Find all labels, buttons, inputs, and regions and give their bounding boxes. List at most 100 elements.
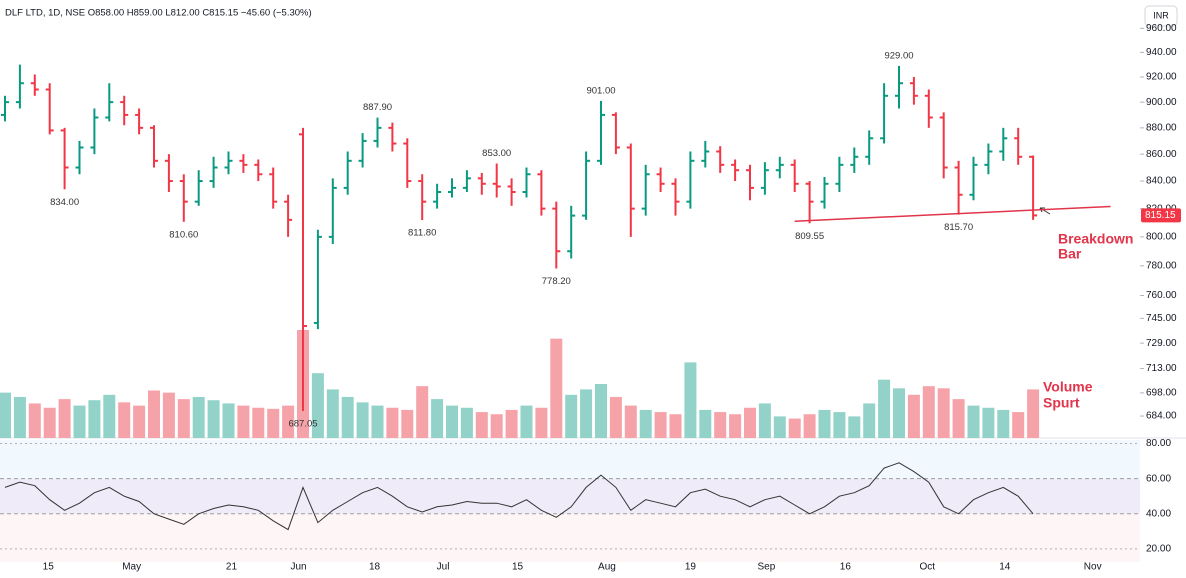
- volume-bar: [758, 403, 771, 438]
- trendline: [794, 205, 1111, 222]
- volume-bar: [356, 402, 369, 438]
- volume-bar: [699, 409, 712, 438]
- x-tick-label: 18: [369, 562, 381, 573]
- rsi-line: [4, 462, 1034, 531]
- volume-bar: [609, 396, 622, 438]
- volume-callout: Volume: [1043, 379, 1093, 395]
- price-annotation: 834.00: [50, 197, 79, 208]
- price-annotation: 778.20: [542, 276, 571, 287]
- price-annotation: 811.80: [408, 228, 436, 239]
- rsi-lower-zone: [0, 513, 1140, 562]
- x-tick-label: 14: [999, 562, 1011, 573]
- price-annotation: 887.90: [363, 102, 392, 113]
- y-tick-label: 880.00: [1146, 122, 1177, 133]
- price-annotation: 929.00: [884, 50, 913, 61]
- volume-bar: [460, 407, 473, 438]
- price-annotation: 809.55: [795, 231, 824, 242]
- volume-bar: [803, 414, 816, 438]
- x-tick-label: 15: [43, 562, 55, 573]
- volume-bar: [401, 409, 414, 438]
- volume-bar: [28, 403, 41, 438]
- volume-bar: [684, 362, 697, 438]
- price-annotation: 815.70: [944, 222, 973, 233]
- price-annotation: 810.60: [169, 229, 198, 240]
- volume-bar: [505, 409, 518, 438]
- volume-bar: [520, 405, 533, 438]
- volume-bar: [148, 390, 160, 438]
- y-tick-label: 745.00: [1146, 313, 1177, 324]
- x-tick-label: Oct: [920, 562, 936, 573]
- volume-bar: [13, 396, 26, 438]
- volume-bar: [580, 389, 593, 438]
- volume-bar: [341, 396, 354, 438]
- y-tick-label: 684.00: [1146, 411, 1177, 422]
- y-tick-label: 900.00: [1146, 97, 1177, 108]
- x-tick-label: Aug: [598, 562, 616, 573]
- currency-button[interactable]: [1144, 5, 1178, 27]
- rsi-tick-label: 80.00: [1146, 438, 1171, 449]
- volume-bar: [222, 403, 235, 438]
- volume-bar: [654, 412, 667, 438]
- volume-callout: Spurt: [1043, 395, 1080, 411]
- x-tick-label: Jun: [290, 562, 306, 573]
- y-tick-label: 920.00: [1146, 72, 1177, 83]
- volume-bar: [282, 405, 295, 438]
- volume-bar: [207, 400, 220, 438]
- volume-bar: [162, 392, 175, 438]
- breakdown-callout: Bar: [1058, 246, 1082, 262]
- price-annotation: 687.05: [288, 418, 317, 429]
- x-tick-label: 21: [226, 562, 238, 573]
- rsi-upper-zone: [0, 440, 1140, 479]
- x-tick-label: Nov: [1084, 562, 1102, 573]
- volume-bar: [624, 405, 637, 438]
- y-tick-label: 940.00: [1146, 47, 1177, 58]
- volume-bar: [88, 400, 101, 438]
- x-tick-label: Jul: [437, 562, 450, 573]
- volume-bar: [133, 405, 146, 438]
- last-price-label: 815.15: [1145, 210, 1176, 221]
- x-tick-label: 19: [685, 562, 697, 573]
- price-annotation: 853.00: [482, 148, 511, 159]
- volume-bar: [58, 399, 71, 438]
- volume-bar: [952, 399, 965, 438]
- volume-bar: [118, 402, 131, 438]
- volume-bar: [788, 418, 801, 438]
- volume-bar: [863, 403, 876, 438]
- volume-bar: [893, 388, 905, 438]
- volume-bar: [565, 394, 578, 438]
- volume-bar: [669, 414, 682, 438]
- volume-bar: [371, 405, 384, 438]
- y-tick-label: 860.00: [1146, 149, 1177, 160]
- volume-bar: [431, 399, 444, 438]
- volume-bar: [177, 399, 190, 438]
- volume-bar: [192, 396, 205, 438]
- rsi-band: [0, 478, 1140, 514]
- x-tick-label: 15: [512, 562, 524, 573]
- volume-bar: [237, 405, 250, 438]
- currency-label[interactable]: INR: [1153, 10, 1169, 20]
- volume-bar: [714, 412, 727, 438]
- x-tick-label: 16: [840, 562, 852, 573]
- breakdown-callout: Breakdown: [1058, 231, 1133, 247]
- volume-bar: [73, 405, 86, 438]
- rsi-tick-label: 40.00: [1146, 508, 1171, 519]
- chart-title: DLF LTD, 1D, NSE O858.00 H859.00 L812.00…: [5, 8, 312, 19]
- volume-bar: [43, 407, 56, 438]
- volume-bar: [907, 394, 920, 438]
- y-tick-label: 800.00: [1146, 232, 1177, 243]
- volume-bar: [311, 373, 324, 438]
- y-tick-label: 840.00: [1146, 176, 1177, 187]
- volume-bar: [252, 407, 265, 438]
- volume-bar: [878, 379, 891, 438]
- volume-bar: [848, 416, 861, 438]
- volume-bar: [550, 338, 563, 438]
- volume-bar: [535, 407, 548, 438]
- rsi-tick-label: 60.00: [1146, 473, 1171, 484]
- volume-bar: [937, 388, 950, 438]
- volume-bar: [446, 405, 458, 438]
- volume-bar: [818, 409, 831, 438]
- volume-bar: [103, 394, 116, 438]
- volume-bar: [967, 405, 980, 438]
